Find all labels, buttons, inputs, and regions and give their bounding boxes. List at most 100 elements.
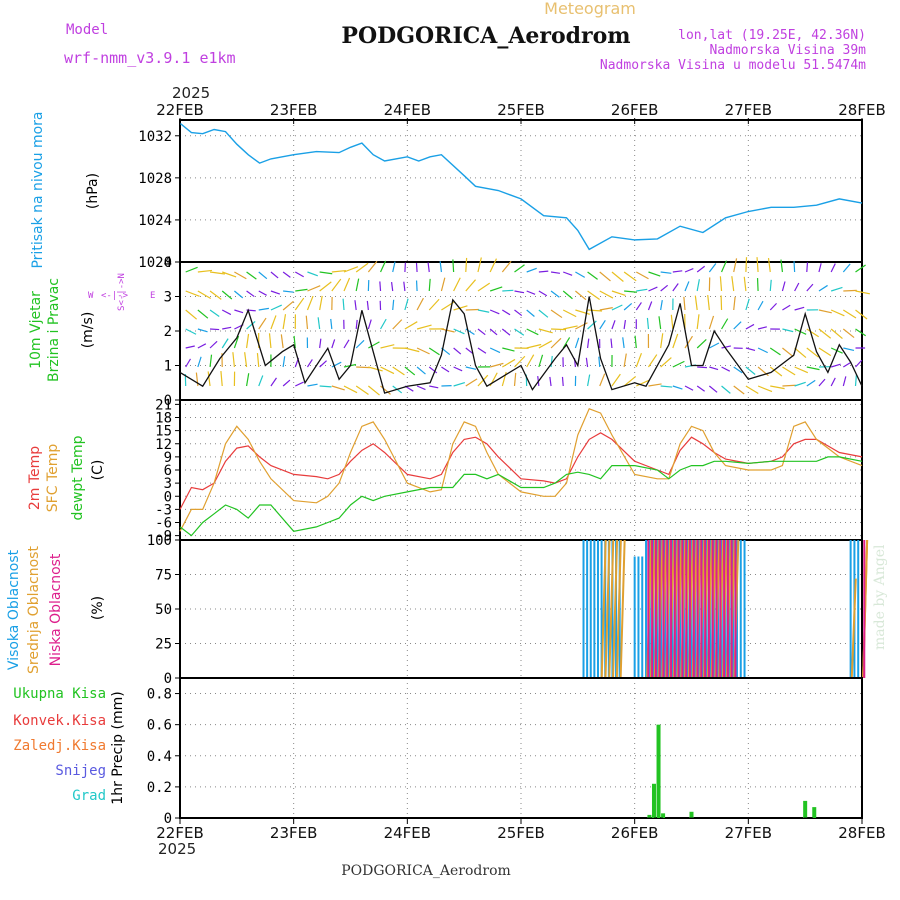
- wind-arrow: [708, 263, 717, 273]
- wind-arrow: [708, 315, 715, 330]
- wind-arrow: [489, 362, 504, 368]
- wind-arrow: [550, 337, 562, 349]
- wind-arrow: [210, 328, 220, 331]
- y-tick-label: 3: [164, 476, 172, 492]
- wind-arrow: [502, 358, 516, 368]
- wind-arrow: [830, 328, 843, 339]
- wind-arrow: [646, 317, 650, 330]
- x-tick-label-top: 24FEB: [384, 101, 431, 119]
- wind-arrow: [696, 279, 700, 292]
- wind-arrow: [234, 309, 244, 314]
- pressure-unit: (hPa): [85, 173, 101, 209]
- x-tick-label-bottom: 28FEB: [838, 824, 885, 842]
- panel-clouds: 0 25 50 75 100: [147, 533, 869, 687]
- wind-arrow: [367, 319, 372, 330]
- wind-arrow: [830, 309, 845, 317]
- wind-arrow: [587, 290, 600, 301]
- wind-arrow: [355, 278, 360, 292]
- wind-arrow: [294, 271, 304, 278]
- wind-arrow: [550, 271, 561, 274]
- wind-arrow: [392, 299, 395, 311]
- wind-arrow: [599, 307, 613, 311]
- y-tick-label: 25: [155, 637, 172, 653]
- wind-arrow: [270, 304, 282, 311]
- wind-arrow: [708, 385, 718, 393]
- wind-arrow: [294, 297, 305, 311]
- y-tick-label: -3: [155, 502, 172, 518]
- wind-arrow: [234, 290, 244, 299]
- wind-arrow: [563, 325, 578, 330]
- wind-arrow: [380, 385, 391, 395]
- wind-arrow: [587, 320, 597, 330]
- compass-sn: S<-|->N: [117, 273, 127, 311]
- wind-arrow: [780, 259, 784, 273]
- wind-arrow: [465, 257, 468, 273]
- wind-arrow: [415, 280, 418, 292]
- wind-arrow: [453, 277, 461, 292]
- wind-arrow: [428, 278, 431, 292]
- wind-arrow: [586, 374, 591, 387]
- temp-label-0: 2m Temp: [27, 446, 43, 510]
- wind-arrow: [647, 354, 658, 368]
- y-tick-label: 0: [164, 393, 172, 409]
- wind-arrow: [538, 328, 553, 334]
- wind-arrow: [380, 366, 395, 375]
- cloud-bar: [619, 539, 626, 679]
- wind-arrow: [842, 263, 851, 273]
- wind-arrow: [197, 328, 208, 333]
- wind-arrow: [599, 319, 606, 330]
- wind-arrow: [781, 281, 786, 292]
- wind-arrow: [195, 372, 199, 387]
- wind-arrow: [270, 377, 277, 387]
- wind-arrow: [672, 333, 679, 349]
- pressure-line: [179, 122, 863, 251]
- wind-arrow: [489, 258, 498, 273]
- wind-arrow: [441, 328, 455, 333]
- wind-arrow: [185, 345, 195, 349]
- wind-arrow: [794, 282, 800, 292]
- wind-arrow: [757, 326, 767, 330]
- wind-arrow: [343, 266, 359, 273]
- wind-arrow: [623, 271, 637, 282]
- wind-arrow: [647, 301, 653, 311]
- wind-arrow: [428, 366, 438, 374]
- wind-arrow: [331, 385, 345, 391]
- wind-arrow: [818, 378, 826, 387]
- wind-arrow: [258, 307, 269, 311]
- x-tick-label-bottom: 25FEB: [497, 824, 544, 842]
- wind-arrow: [355, 339, 365, 349]
- wind-arrow: [782, 384, 796, 387]
- wind-arrow: [782, 366, 796, 376]
- temp-line-1: [179, 408, 863, 532]
- wind-arrow: [465, 279, 477, 292]
- wind-arrow: [453, 381, 465, 387]
- wind-arrow: [745, 257, 748, 273]
- wind-arrow: [696, 339, 707, 349]
- wind-arrow: [757, 347, 768, 354]
- wind-arrow: [293, 335, 296, 349]
- y-tick-label: 1032: [138, 129, 172, 145]
- wind-arrow: [587, 271, 598, 280]
- y-tick-label: 15: [155, 424, 172, 440]
- wind-arrow: [222, 271, 237, 278]
- elevation-text: Nadmorska Visina 39m: [709, 43, 866, 58]
- wind-arrow: [221, 290, 233, 300]
- wind-arrow: [672, 360, 685, 368]
- wind-arrow: [282, 300, 294, 311]
- wind-arrow: [185, 328, 197, 335]
- wind-arrow: [854, 374, 858, 387]
- wind-arrow: [295, 288, 308, 292]
- wind-arrow: [207, 371, 211, 387]
- wind-arrow: [696, 314, 700, 330]
- wind-arrow: [306, 359, 313, 368]
- wind-arrow: [514, 355, 526, 368]
- wind-arrow: [538, 309, 549, 318]
- wind-arrow: [390, 281, 394, 292]
- wind-arrow: [697, 366, 707, 369]
- wind-arrow: [367, 385, 380, 396]
- x-tick-label-top: 22FEB: [156, 101, 203, 119]
- wind-arrow: [636, 288, 648, 292]
- wind-arrow: [806, 262, 809, 273]
- wind-arrow: [660, 385, 673, 388]
- wind-arrow: [343, 277, 351, 292]
